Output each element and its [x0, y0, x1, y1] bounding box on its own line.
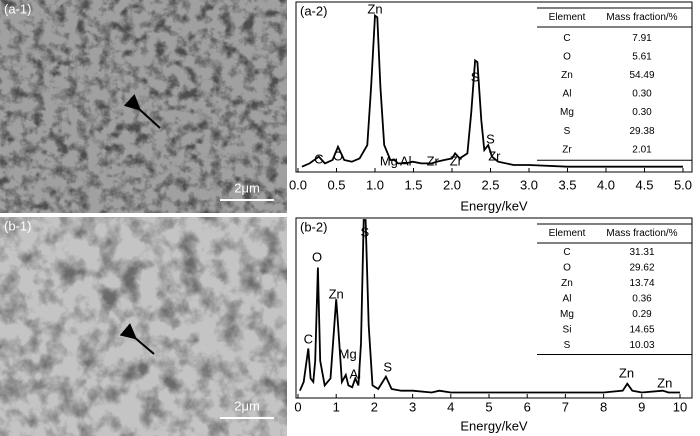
table-cell: 13.74 — [629, 278, 654, 289]
table-cell: 29.38 — [629, 126, 654, 137]
peak-label: Zr — [488, 148, 501, 163]
x-tick-label: 1 — [333, 399, 340, 414]
peak-label: O — [333, 148, 343, 163]
peak-label: Mg — [380, 153, 398, 168]
x-tick-label: 4.0 — [597, 177, 615, 192]
peak-label: Zn — [367, 1, 382, 16]
x-tick-label: 3 — [409, 399, 416, 414]
table-cell: C — [563, 247, 570, 258]
table-cell: Mg — [560, 107, 574, 118]
peak-label: S — [361, 224, 370, 239]
table-cell: S — [564, 340, 571, 351]
x-tick-label: 7 — [562, 399, 569, 414]
x-tick-label: 5 — [485, 399, 492, 414]
x-tick-label: 2 — [371, 399, 378, 414]
peak-label: Al — [350, 366, 362, 381]
table-cell: Zn — [561, 70, 573, 81]
table-cell: 0.30 — [632, 89, 652, 100]
peak-label: Al — [400, 153, 412, 168]
peak-label: Zn — [329, 286, 344, 301]
table-cell: 0.29 — [632, 309, 652, 320]
table-cell: C — [563, 33, 570, 44]
sem-image-a: (a-1) 2μm — [0, 0, 287, 213]
panel-label: (a-1) — [4, 1, 31, 16]
spectrum-line — [299, 219, 680, 394]
x-tick-label: 1.0 — [366, 177, 384, 192]
x-tick-label: 9 — [638, 399, 645, 414]
table-cell: Al — [563, 89, 572, 100]
peak-label: S — [471, 69, 480, 84]
panel-label: (a-2) — [300, 3, 327, 18]
x-tick-label: 4 — [447, 399, 454, 414]
peak-label: O — [312, 249, 322, 264]
sem-image-b: (b-1) 2μm — [0, 217, 287, 436]
x-tick-label: 3.0 — [520, 177, 538, 192]
table-cell: Mg — [560, 309, 574, 320]
peak-label: Zn — [657, 375, 672, 390]
table-cell: Si — [563, 324, 572, 335]
table-cell: 5.61 — [632, 51, 652, 62]
plot-frame — [295, 1, 693, 173]
x-tick-label: 0 — [294, 399, 301, 414]
table-header: Element — [549, 228, 586, 239]
spectrum-line — [301, 13, 683, 168]
x-tick-label: 4.5 — [635, 177, 653, 192]
peak-label: S — [486, 131, 495, 146]
table-cell: 54.49 — [629, 70, 654, 81]
x-tick-label: 3.5 — [558, 177, 576, 192]
peak-label: S — [383, 359, 392, 374]
x-tick-label: 5.0 — [674, 177, 692, 192]
peak-label: C — [314, 151, 323, 166]
x-tick-label: 6 — [524, 399, 531, 414]
x-tick-label: 1.5 — [404, 177, 422, 192]
table-cell: 0.36 — [632, 293, 652, 304]
scale-bar-label: 2μm — [234, 398, 260, 413]
table-header: Mass fraction/% — [606, 228, 677, 239]
table-cell: 14.65 — [629, 324, 654, 335]
scale-bar-label: 2μm — [234, 180, 260, 195]
peak-label: Zn — [619, 365, 634, 380]
table-cell: O — [563, 51, 571, 62]
peak-label: Zr — [427, 153, 440, 168]
table-cell: Al — [563, 293, 572, 304]
table-cell: 0.30 — [632, 107, 652, 118]
panel-label: (b-2) — [300, 219, 327, 234]
x-tick-label: 0.0 — [289, 177, 307, 192]
panel-label: (b-1) — [4, 218, 31, 233]
plot-frame — [295, 217, 693, 399]
peak-label: Zr — [450, 153, 463, 168]
x-tick-label: 10 — [673, 399, 687, 414]
table-cell: Zn — [561, 278, 573, 289]
x-tick-label: 2.0 — [443, 177, 461, 192]
table-header: Element — [549, 12, 586, 23]
x-tick-label: 0.5 — [327, 177, 345, 192]
table-cell: S — [564, 126, 571, 137]
table-cell: 29.62 — [629, 262, 654, 273]
peak-label: C — [304, 331, 313, 346]
table-cell: 2.01 — [632, 144, 652, 155]
peak-label: Mg — [339, 346, 357, 361]
table-cell: 10.03 — [629, 340, 654, 351]
x-axis-label: Energy/keV — [460, 198, 528, 213]
table-cell: Zr — [562, 144, 572, 155]
table-cell: 31.31 — [629, 247, 654, 258]
table-cell: 7.91 — [632, 33, 652, 44]
x-axis-label: Energy/keV — [460, 418, 528, 433]
x-tick-label: 8 — [600, 399, 607, 414]
x-tick-label: 2.5 — [481, 177, 499, 192]
table-header: Mass fraction/% — [606, 12, 677, 23]
table-cell: O — [563, 262, 571, 273]
